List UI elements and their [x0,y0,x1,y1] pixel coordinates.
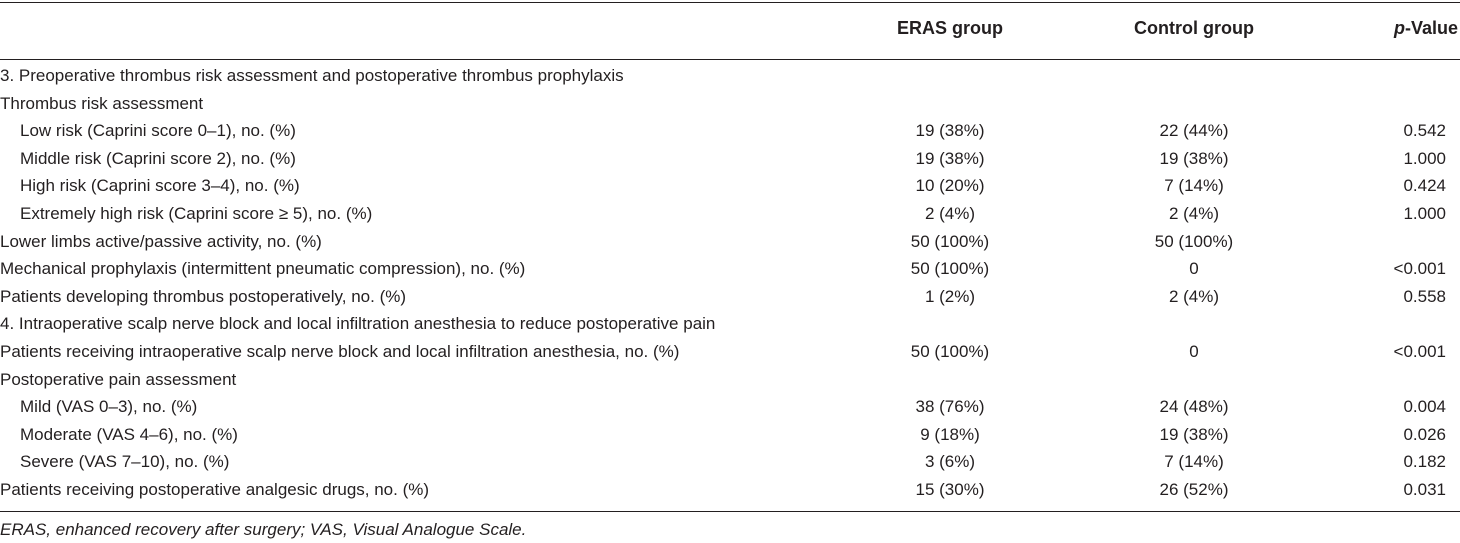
cell-p-value: <0.001 [1393,259,1446,279]
cell-control: 0 [1189,259,1199,279]
cell-control: 50 (100%) [1154,231,1234,251]
cell-eras: 38 (76%) [915,397,985,417]
cell-p-value: 0.542 [1403,121,1446,141]
cell-control: 19 (38%) [1159,424,1229,444]
table-row: 3. Preoperative thrombus risk assessment… [0,62,1460,90]
row-label: Patients receiving intraoperative scalp … [0,341,680,361]
table-top-rule [0,2,1460,3]
cell-eras: 10 (20%) [915,176,985,196]
table-header-rule [0,59,1460,60]
table-row: Thrombus risk assessment [0,90,1460,118]
cell-p-value: 1.000 [1403,148,1446,168]
row-label: High risk (Caprini score 3–4), no. (%) [20,176,300,196]
cell-control: 22 (44%) [1159,121,1229,141]
header-p-rest: -Value [1404,18,1458,38]
cell-control: 24 (48%) [1159,397,1229,417]
row-label: Lower limbs active/passive activity, no.… [0,231,322,251]
header-p-italic: p [1393,18,1405,38]
table-row: Moderate (VAS 4–6), no. (%) 9 (18%) 19 (38… [0,421,1460,449]
table-row: Mild (VAS 0–3), no. (%) 38 (76%) 24 (48%) 0… [0,393,1460,421]
cell-control: 2 (4%) [1168,203,1220,223]
cell-control: 0 [1189,341,1199,361]
cell-control: 26 (52%) [1159,479,1229,499]
table-footnote: ERAS, enhanced recovery after surgery; V… [0,520,527,539]
row-label: Patients receiving postoperative analges… [0,479,430,499]
header-p-value: p-Value [1394,15,1458,41]
table-body: 3. Preoperative thrombus risk assessment… [0,62,1460,504]
row-label: 4. Intraoperative scalp nerve block and … [0,314,716,334]
table-bottom-rule [0,511,1460,512]
cell-p-value: 0.031 [1403,479,1446,499]
table-row: Extremely high risk (Caprini score ≥ 5),… [0,200,1460,228]
table-header-row: ERAS group Control group p-Value [0,15,1460,41]
header-control-group: Control group [1134,18,1254,38]
row-label: Mild (VAS 0–3), no. (%) [20,397,198,417]
row-label: Patients developing thrombus postoperati… [0,286,407,306]
header-eras-group: ERAS group [897,18,1003,38]
cell-control: 2 (4%) [1168,286,1220,306]
cell-eras: 9 (18%) [920,424,980,444]
row-label: Extremely high risk (Caprini score ≥ 5),… [20,203,373,223]
cell-eras: 3 (6%) [924,452,976,472]
cell-p-value: 1.000 [1403,203,1446,223]
cell-eras: 50 (100%) [910,231,990,251]
cell-p-value: <0.001 [1393,341,1446,361]
table-row: Lower limbs active/passive activity, no.… [0,228,1460,256]
cell-eras: 1 (2%) [924,286,976,306]
cell-p-value: 0.026 [1403,424,1446,444]
cell-eras: 2 (4%) [924,203,976,223]
row-label: Low risk (Caprini score 0–1), no. (%) [20,121,296,141]
table-row: Patients developing thrombus postoperati… [0,283,1460,311]
table-row: Severe (VAS 7–10), no. (%) 3 (6%) 7 (14%) 0… [0,448,1460,476]
cell-p-value: 0.424 [1403,176,1446,196]
row-label: Moderate (VAS 4–6), no. (%) [20,424,238,444]
cell-control: 19 (38%) [1159,148,1229,168]
table-row: Mechanical prophylaxis (intermittent pne… [0,255,1460,283]
table-row: Low risk (Caprini score 0–1), no. (%) 19 … [0,117,1460,145]
cell-eras: 15 (30%) [915,479,985,499]
cell-eras: 50 (100%) [910,341,990,361]
row-label: Severe (VAS 7–10), no. (%) [20,452,230,472]
row-label: Middle risk (Caprini score 2), no. (%) [20,148,296,168]
table-row: Middle risk (Caprini score 2), no. (%) 19… [0,145,1460,173]
table-row: 4. Intraoperative scalp nerve block and … [0,310,1460,338]
row-label: 3. Preoperative thrombus risk assessment… [0,66,624,85]
cell-p-value: 0.182 [1403,452,1446,472]
row-label: Postoperative pain assessment [0,369,237,389]
cell-control: 7 (14%) [1164,176,1224,196]
table-row: Patients receiving intraoperative scalp … [0,338,1460,366]
cell-eras: 19 (38%) [915,148,985,168]
table-row: Postoperative pain assessment [0,366,1460,394]
cell-eras: 50 (100%) [910,259,990,279]
cell-p-value: 0.004 [1403,397,1446,417]
table-row: High risk (Caprini score 3–4), no. (%) 10… [0,172,1460,200]
row-label: Thrombus risk assessment [0,93,204,113]
cell-eras: 19 (38%) [915,121,985,141]
table-row: Patients receiving postoperative analges… [0,476,1460,504]
row-label: Mechanical prophylaxis (intermittent pne… [0,259,526,279]
cell-p-value: 0.558 [1403,286,1446,306]
cell-control: 7 (14%) [1164,452,1224,472]
